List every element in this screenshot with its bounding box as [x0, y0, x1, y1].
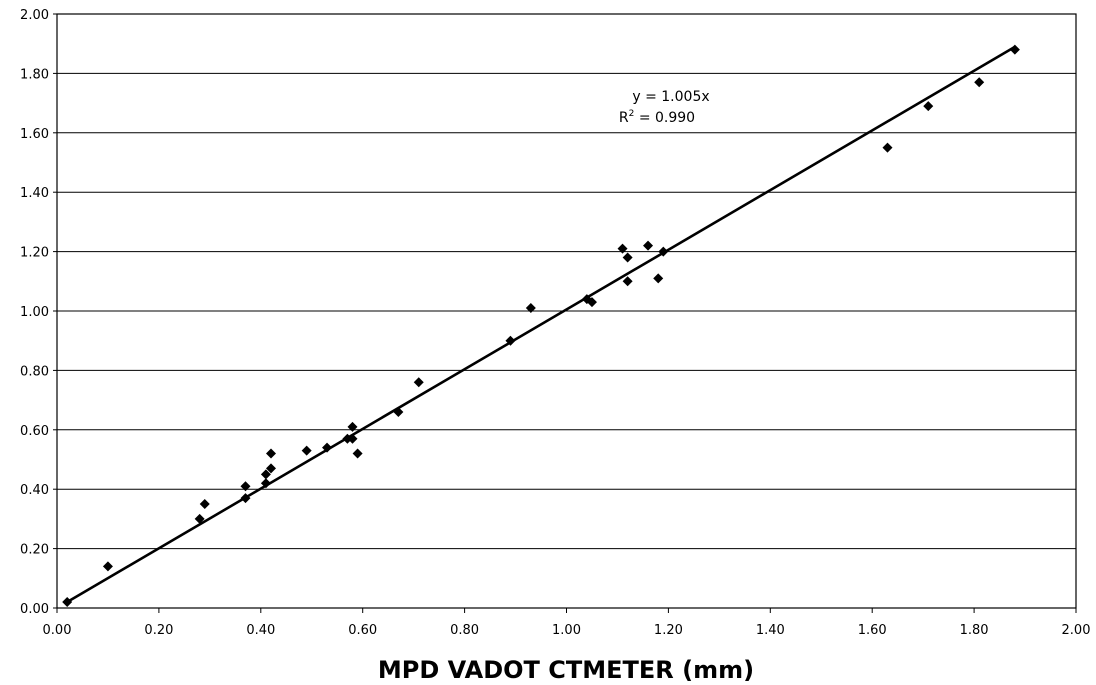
x-tick-label: 0.00 [43, 623, 72, 638]
axes [53, 13, 1077, 613]
data-point [653, 273, 664, 284]
data-point [240, 493, 251, 504]
x-tick-label: 1.40 [756, 623, 785, 638]
data-point [882, 142, 893, 153]
data-point [1009, 44, 1020, 55]
data-point [240, 481, 251, 492]
data-point [199, 499, 210, 510]
x-tick-label: 1.60 [858, 623, 887, 638]
x-tick-label: 1.00 [552, 623, 581, 638]
x-tick-label: 0.20 [144, 623, 173, 638]
y-tick-label: 0.20 [20, 543, 49, 558]
data-point [347, 433, 358, 444]
y-tick-label: 2.00 [20, 8, 49, 23]
data-point [393, 406, 404, 417]
y-tick-label: 0.40 [20, 483, 49, 498]
x-tick-label: 0.60 [348, 623, 377, 638]
data-point [643, 240, 654, 251]
y-tick-label: 0.60 [20, 424, 49, 439]
y-tick-label: 1.40 [20, 186, 49, 201]
y-tick-label: 1.60 [20, 127, 49, 142]
data-point [194, 513, 205, 524]
data-point [658, 246, 669, 257]
data-point [505, 335, 516, 346]
data-point [923, 101, 934, 112]
data-point [102, 561, 113, 572]
data-point [347, 421, 358, 432]
data-point [974, 77, 985, 88]
y-tick-label: 0.00 [20, 602, 49, 617]
data-point [413, 377, 424, 388]
data-point [342, 433, 353, 444]
data-point [260, 469, 271, 480]
r-squared-label: R2 = 0.990 [619, 109, 695, 126]
trendline-equation: y = 1.005x [632, 89, 709, 105]
trendline-layer [66, 45, 1016, 604]
trendline [66, 45, 1016, 604]
data-point [62, 597, 73, 608]
data-point [586, 297, 597, 308]
tick-labels: 0.00 0.20 0.40 0.60 0.80 1.00 1.20 1.40 1.60 1.80… [20, 8, 1090, 638]
trendline-annotation: y = 1.005x R2 = 0.990 [619, 89, 710, 126]
x-tick-label: 0.40 [246, 623, 275, 638]
y-tick-label: 1.00 [20, 305, 49, 320]
plot-area-border [56, 13, 1077, 609]
y-tick-label: 1.80 [20, 67, 49, 82]
data-point [352, 448, 363, 459]
r-squared-superscript: 2 [629, 109, 635, 119]
x-axis-title: MPD VADOT CTMETER (mm) [378, 656, 754, 684]
data-point [265, 448, 276, 459]
grid-lines [57, 13, 1076, 550]
y-tick-label: 0.80 [20, 364, 49, 379]
data-points [62, 44, 1020, 608]
x-tick-label: 2.00 [1062, 623, 1091, 638]
x-tick-label: 1.20 [654, 623, 683, 638]
data-point [322, 442, 333, 453]
y-tick-label: 1.20 [20, 246, 49, 261]
data-point [265, 463, 276, 474]
data-point [260, 478, 271, 489]
x-tick-label: 0.80 [450, 623, 479, 638]
data-point [617, 243, 628, 254]
data-point [622, 252, 633, 263]
r-squared-value: = 0.990 [634, 110, 695, 126]
data-point [301, 445, 312, 456]
data-point [622, 276, 633, 287]
x-tick-label: 1.80 [960, 623, 989, 638]
r-squared-prefix: R [619, 110, 629, 126]
data-point [525, 303, 536, 314]
